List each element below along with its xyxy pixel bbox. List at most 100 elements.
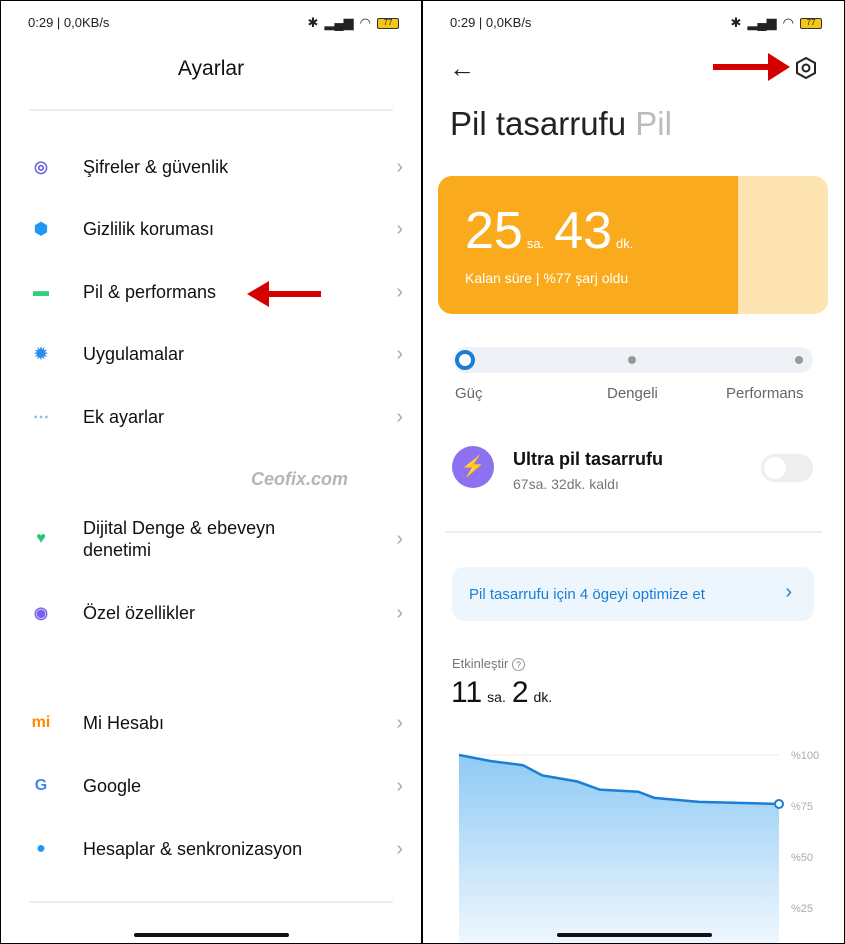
usage-label: Etkinleştir bbox=[452, 656, 509, 671]
heart-person-icon: ♥ bbox=[36, 530, 46, 547]
slider-thumb[interactable] bbox=[455, 350, 475, 370]
page-title: Pil tasarrufu bbox=[450, 105, 627, 142]
chevron-right-icon: › bbox=[396, 342, 403, 365]
settings-item-label: Özel özellikler bbox=[83, 603, 196, 623]
settings-item-label: Hesaplar & senkronizasyon bbox=[83, 839, 303, 859]
settings-item-label: Google bbox=[83, 776, 142, 796]
ultra-toggle[interactable] bbox=[761, 454, 813, 482]
settings-item-label: Ek ayarlar bbox=[83, 407, 165, 427]
lightning-icon: ⚡ bbox=[452, 446, 494, 488]
chevron-right-icon: › bbox=[396, 155, 403, 178]
settings-item[interactable]: ● Hesaplar & senkronizasyon › bbox=[1, 824, 421, 874]
settings-item[interactable]: ◉ Özel özellikler › bbox=[1, 588, 421, 638]
chevron-right-icon: › bbox=[396, 527, 403, 550]
remaining-time-card: 25 sa. 43 dk. Kalan süre | %77 şarj oldu bbox=[438, 176, 828, 314]
mode-label-power[interactable]: Güç bbox=[455, 385, 483, 402]
status-bar: 0:29 | 0,0KB/s ✱ ▂▄▆ ◠ 77 bbox=[450, 15, 822, 31]
bluetooth-icon: ✱ bbox=[307, 15, 319, 30]
red-arrow-head bbox=[247, 281, 269, 307]
divider bbox=[29, 109, 393, 111]
more-icon: ⋯ bbox=[33, 409, 49, 426]
person-icon: ● bbox=[36, 840, 46, 857]
signal-icon: ▂▄▆ bbox=[747, 15, 777, 30]
y-tick-label: %75 bbox=[791, 801, 813, 813]
usage-hours: 11 bbox=[451, 676, 483, 709]
settings-item[interactable]: mi Mi Hesabı › bbox=[1, 698, 421, 748]
settings-item[interactable]: ◎ Şifreler & güvenlik › bbox=[1, 142, 421, 192]
status-time: 0:29 | 0,0KB/s bbox=[28, 15, 110, 30]
usage-minutes-unit: dk. bbox=[533, 689, 553, 705]
settings-item[interactable]: ▬ Pil & performans › bbox=[1, 267, 421, 317]
signal-icon: ▂▄▆ bbox=[324, 15, 354, 30]
hours-unit: sa. bbox=[526, 236, 545, 251]
settings-item[interactable]: ⬢ Gizlilik koruması › bbox=[1, 204, 421, 254]
wifi-icon: ◠ bbox=[359, 15, 371, 30]
back-arrow-icon[interactable]: ← bbox=[449, 53, 475, 83]
optimize-label: Pil tasarrufu için 4 ögeyi optimize et bbox=[469, 586, 705, 603]
ultra-subtitle: 67sa. 32dk. kaldı bbox=[513, 476, 619, 492]
settings-item[interactable]: ⋯ Ek ayarlar › bbox=[1, 392, 421, 442]
y-tick-label: %100 bbox=[791, 750, 819, 762]
chevron-right-icon: › bbox=[396, 405, 403, 428]
settings-gear-icon[interactable] bbox=[794, 56, 818, 80]
home-bar[interactable] bbox=[556, 933, 712, 937]
settings-item-label: Pil & performans bbox=[83, 282, 217, 302]
battery-icon: 77 bbox=[377, 17, 399, 29]
battery-level-chart: %100 %75 %50 %25 bbox=[458, 750, 819, 943]
settings-screen: 0:29 | 0,0KB/s ✱ ▂▄▆ ◠ 77 Ayarlar ◎ Şifreler… bbox=[1, 1, 421, 943]
divider bbox=[29, 901, 393, 903]
charge-fill bbox=[438, 176, 739, 314]
settings-item[interactable]: ♥ Dijital Denge & ebeveyn denetimi › bbox=[1, 514, 421, 564]
settings-item[interactable]: G Google › bbox=[1, 761, 421, 811]
settings-item-label: Dijital Denge & ebeveyn denetimi bbox=[83, 518, 276, 560]
chevron-right-icon: › bbox=[396, 774, 403, 797]
shield-icon: ⬢ bbox=[34, 221, 48, 238]
remaining-caption: Kalan süre | %77 şarj oldu bbox=[465, 270, 629, 286]
mode-label-balanced[interactable]: Dengeli bbox=[607, 385, 658, 402]
mode-slider[interactable] bbox=[453, 347, 813, 373]
red-arrow-annotation bbox=[263, 291, 321, 297]
status-bar: 0:29 | 0,0KB/s ✱ ▂▄▆ ◠ 77 bbox=[28, 15, 399, 31]
page-title: Ayarlar bbox=[177, 57, 245, 80]
help-icon[interactable]: ? bbox=[511, 658, 525, 671]
y-tick-label: %50 bbox=[791, 852, 813, 864]
settings-item-label: Gizlilik koruması bbox=[83, 219, 215, 239]
divider bbox=[445, 531, 822, 533]
mode-label-performance[interactable]: Performans bbox=[726, 385, 804, 402]
mi-logo-icon: mi bbox=[31, 714, 51, 731]
gear-icon: ✹ bbox=[34, 346, 48, 363]
watermark: Ceofix.com bbox=[251, 469, 349, 489]
battery-icon: 77 bbox=[800, 17, 822, 29]
chevron-right-icon: › bbox=[396, 280, 403, 303]
chevron-right-icon: › bbox=[396, 217, 403, 240]
optimize-button[interactable]: Pil tasarrufu için 4 ögeyi optimize et › bbox=[452, 567, 814, 621]
status-time: 0:29 | 0,0KB/s bbox=[450, 15, 532, 30]
area-fill bbox=[459, 755, 779, 943]
chevron-right-icon: › bbox=[396, 711, 403, 734]
bluetooth-icon: ✱ bbox=[730, 15, 742, 30]
y-tick-label: %25 bbox=[791, 903, 813, 915]
settings-item-label: Şifreler & güvenlik bbox=[83, 157, 229, 177]
home-bar[interactable] bbox=[134, 933, 289, 937]
tab-pil[interactable]: Pil bbox=[635, 105, 672, 142]
hours-value: 25 bbox=[465, 202, 523, 260]
battery-icon: ▬ bbox=[33, 283, 49, 300]
chevron-right-icon: › bbox=[396, 601, 403, 624]
slider-dot bbox=[628, 356, 636, 364]
chevron-right-icon: › bbox=[785, 581, 792, 603]
red-arrow-head bbox=[768, 53, 790, 81]
slider-dot bbox=[795, 356, 803, 364]
battery-saver-screen: 0:29 | 0,0KB/s ✱ ▂▄▆ ◠ 77 ← Pil tasarrufu P… bbox=[423, 1, 844, 943]
chevron-right-icon: › bbox=[396, 837, 403, 860]
google-icon: G bbox=[34, 777, 48, 794]
data-point bbox=[774, 798, 784, 809]
usage-hours-unit: sa. bbox=[487, 689, 506, 705]
red-arrow-annotation bbox=[713, 64, 771, 70]
wifi-icon: ◠ bbox=[782, 15, 794, 30]
battery-line bbox=[458, 753, 780, 806]
fingerprint-icon: ◎ bbox=[34, 159, 48, 176]
minutes-value: 43 bbox=[554, 202, 613, 260]
ultra-title: Ultra pil tasarrufu bbox=[513, 449, 664, 469]
special-icon: ◉ bbox=[34, 605, 48, 622]
settings-item[interactable]: ✹ Uygulamalar › bbox=[1, 329, 421, 379]
